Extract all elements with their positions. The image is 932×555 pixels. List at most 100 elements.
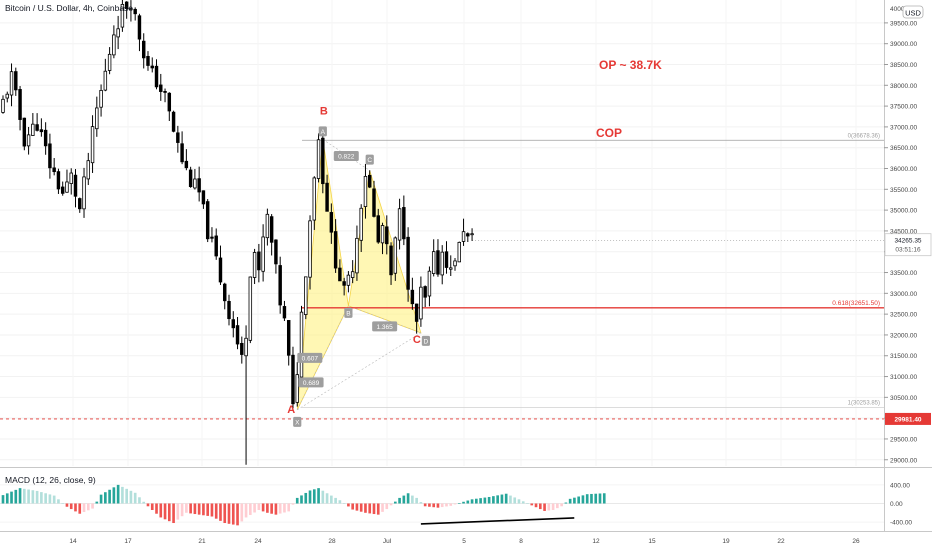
candle-body-down <box>291 354 295 405</box>
macd-histogram-bar <box>376 503 380 515</box>
candle <box>269 214 274 256</box>
candle <box>39 118 44 137</box>
candle <box>312 176 317 230</box>
candle <box>205 199 210 243</box>
macd-histogram-bar <box>496 495 499 504</box>
candle <box>466 232 470 243</box>
candle <box>223 282 227 310</box>
macd-histogram-bar <box>95 501 99 504</box>
macd-histogram-bar <box>249 503 252 515</box>
candle-body-down <box>385 226 389 245</box>
candle-body-down <box>278 265 282 306</box>
macd-histogram-bar <box>57 499 60 504</box>
last-price-badge <box>884 233 932 257</box>
price-tick-label: 36000.00 <box>890 166 917 173</box>
candle <box>257 243 261 283</box>
macd-histogram-bar <box>402 495 406 504</box>
candle <box>393 236 398 281</box>
candle <box>308 215 312 290</box>
candle <box>201 190 206 209</box>
candle <box>316 133 321 183</box>
ratio-xd-chip <box>298 377 324 388</box>
candle <box>295 362 299 407</box>
candle <box>461 218 466 246</box>
candle-body-up <box>355 237 359 274</box>
currency-badge[interactable]: USD <box>902 5 924 19</box>
candle-body-down <box>176 132 180 143</box>
time-axis: 14 17 21 24 28 Jul 5 8 12 15 19 22 26 <box>69 538 860 545</box>
price-tick-label: 39000.00 <box>890 41 917 48</box>
candle-body-up <box>103 70 108 91</box>
macd-histogram-bar <box>210 503 214 517</box>
macd-histogram-bar <box>304 492 308 504</box>
candle-body-down <box>436 250 440 275</box>
macd-histogram-bar <box>577 496 581 504</box>
chart-title: Bitcoin / U.S. Dollar, 4h, Coinbase <box>5 3 133 13</box>
macd-histogram-bar <box>351 503 354 510</box>
macd-histogram-bar <box>321 490 325 504</box>
macd-histogram-bar <box>86 503 90 511</box>
candle <box>368 170 372 189</box>
macd-histogram-bar <box>22 488 26 504</box>
macd-histogram-bar <box>504 493 508 504</box>
macd-histogram-bar <box>257 503 261 510</box>
candle-body-down <box>210 236 214 239</box>
candle <box>137 13 142 52</box>
candle-body-down <box>205 201 210 240</box>
candle-body-up <box>304 276 308 315</box>
wave-label-a: A <box>287 404 295 416</box>
macd-histogram-bar <box>573 497 576 504</box>
fib-level-0-label: 0(36678.36) <box>848 133 880 139</box>
macd-histogram-bar <box>325 493 329 504</box>
candle-body-down <box>60 186 65 194</box>
candle-body-down <box>133 8 137 15</box>
pattern-point-a-chip-text: A <box>321 129 326 136</box>
ratio-xb-chip-text: 0.607 <box>302 355 319 362</box>
macd-histogram-bar <box>112 487 116 504</box>
candle <box>350 260 355 284</box>
candle <box>342 277 346 296</box>
candle-body-down <box>150 65 154 69</box>
candle-body-down <box>137 15 142 40</box>
macd-histogram-bar <box>393 501 397 504</box>
macd-histogram-bar <box>138 497 141 504</box>
macd-histogram-bar <box>308 490 312 504</box>
macd-histogram-bar <box>163 503 167 520</box>
candle <box>261 224 265 282</box>
candle <box>107 47 112 75</box>
pattern-point-d-chip-text: D <box>424 338 429 345</box>
macd-histogram-bar <box>538 503 542 510</box>
candle-body-up <box>193 178 197 189</box>
candle-body-down <box>159 84 163 92</box>
ratio-xd-chip-text: 0.689 <box>303 380 320 387</box>
candle-body-down <box>338 267 342 282</box>
price-tick-label: 30500.00 <box>890 395 917 402</box>
candle <box>389 242 393 285</box>
candle-body-down <box>286 320 291 356</box>
macd-histogram-bar <box>65 503 69 507</box>
time-tick-label: 26 <box>852 538 860 545</box>
candle <box>355 225 359 281</box>
candle <box>116 15 120 50</box>
candle-body-down <box>329 212 334 233</box>
macd-histogram-bar <box>291 503 295 505</box>
price-tick-label: 34500.00 <box>890 228 917 235</box>
candle <box>282 300 287 322</box>
macd-histogram-bar <box>334 497 337 504</box>
candle <box>120 0 125 32</box>
macd-histogram-bar <box>116 484 120 504</box>
candle-body-up <box>419 286 423 320</box>
time-tick-label: 21 <box>198 538 206 545</box>
macd-histogram-bar <box>270 503 273 514</box>
macd-histogram-bar <box>108 489 111 504</box>
candle-body-up <box>99 90 103 108</box>
macd-histogram-bar <box>564 502 568 504</box>
candle <box>146 51 150 71</box>
time-tick-label: 5 <box>462 538 466 545</box>
candle-body-up <box>31 123 35 136</box>
price-tick-label: 35500.00 <box>890 187 917 194</box>
candle-body-down <box>240 342 244 355</box>
candle <box>60 181 65 196</box>
candle <box>56 168 61 194</box>
